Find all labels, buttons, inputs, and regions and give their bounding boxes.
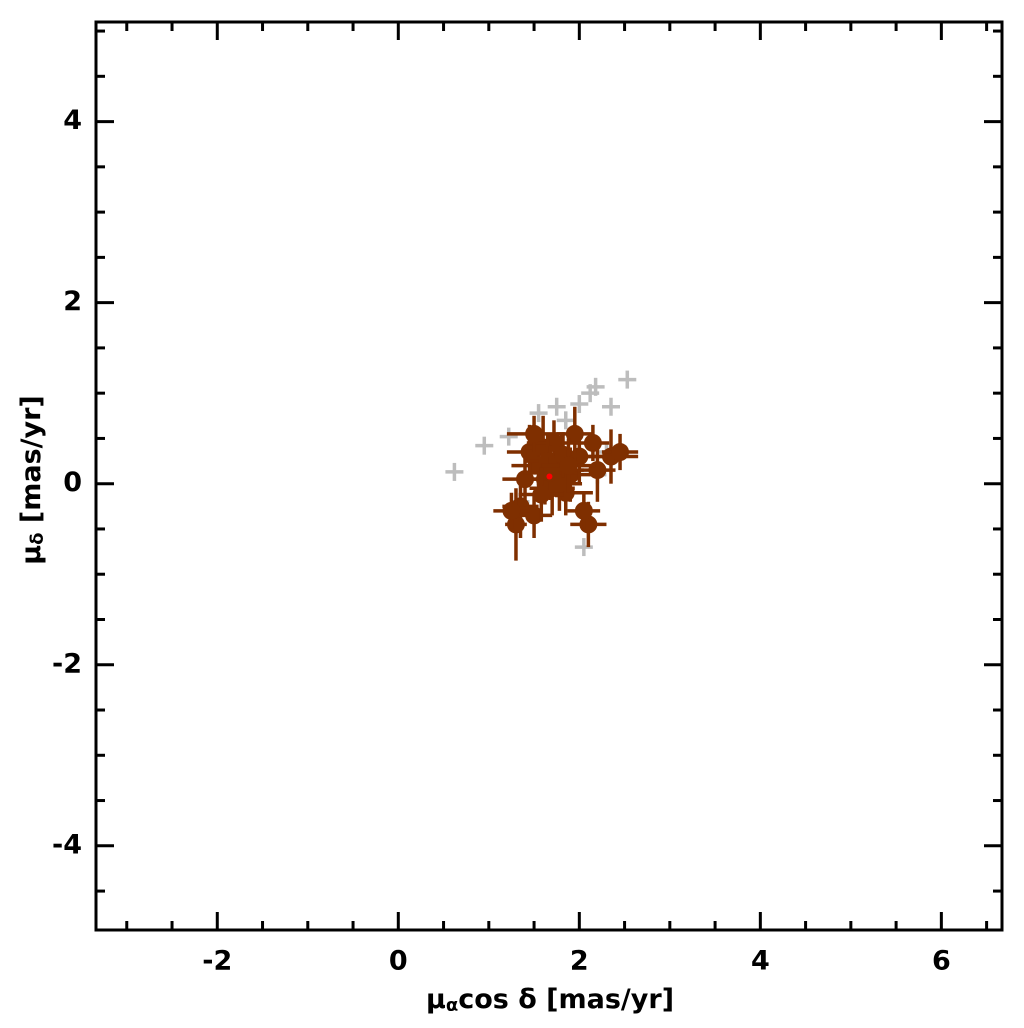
plus-marker [618, 370, 637, 389]
plus-marker [581, 384, 600, 403]
y-label-base: μ [16, 545, 47, 565]
point [583, 433, 602, 452]
plus-marker [475, 436, 494, 455]
x-tick-label: 0 [389, 946, 408, 977]
y-label-sub: δ [27, 533, 48, 545]
x-label-base: μ [426, 984, 446, 1015]
x-tick-label: -2 [202, 946, 232, 977]
x-label-rest: cos δ [mas/yr] [458, 984, 674, 1015]
y-tick-label: -2 [52, 648, 82, 679]
center-point [546, 473, 553, 480]
x-label-sub: α [446, 995, 458, 1016]
y-label-rest: [mas/yr] [16, 395, 47, 532]
point [611, 443, 630, 462]
point [574, 501, 593, 520]
plus-marker [547, 397, 566, 416]
point [565, 424, 584, 443]
y-axis-label: μδ [mas/yr] [16, 395, 49, 565]
point [541, 463, 560, 482]
x-axis-label: μαcos δ [mas/yr] [426, 984, 674, 1017]
plus-marker [529, 404, 548, 423]
x-tick-label: 4 [751, 946, 770, 977]
plot-frame [94, 20, 1004, 932]
y-tick-label: 0 [63, 467, 82, 498]
y-tick-label: -4 [52, 829, 82, 860]
point [559, 456, 578, 475]
point [588, 461, 607, 480]
plus-marker [574, 538, 593, 557]
plus-marker [499, 427, 518, 446]
point [525, 424, 544, 443]
y-tick-label: 4 [63, 105, 82, 136]
plus-marker [556, 411, 575, 430]
x-tick-label: 2 [570, 946, 589, 977]
point [502, 501, 521, 520]
point [532, 485, 551, 504]
plus-marker [445, 462, 464, 481]
plus-marker [601, 397, 620, 416]
plus-marker [570, 395, 589, 414]
y-tick-label: 2 [63, 286, 82, 317]
point [516, 470, 535, 489]
point [525, 506, 544, 525]
x-tick-label: 6 [932, 946, 951, 977]
